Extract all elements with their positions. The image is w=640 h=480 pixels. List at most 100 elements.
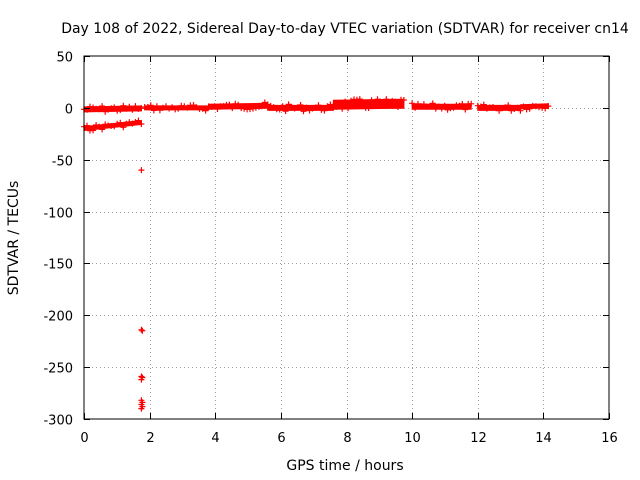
data-point bbox=[252, 104, 259, 111]
data-point bbox=[138, 167, 145, 174]
data-point bbox=[117, 106, 124, 113]
data-point bbox=[426, 103, 433, 110]
data-point bbox=[232, 100, 239, 107]
data-point bbox=[462, 106, 469, 113]
y-tick-label: 50 bbox=[56, 51, 73, 66]
data-band bbox=[81, 102, 145, 115]
data-point bbox=[345, 105, 352, 112]
x-tick-label: 2 bbox=[146, 431, 154, 446]
data-point bbox=[135, 117, 142, 124]
data-point bbox=[300, 108, 307, 115]
data-point bbox=[545, 103, 552, 110]
data-point bbox=[505, 102, 512, 109]
data-point bbox=[520, 103, 527, 110]
data-point bbox=[282, 108, 289, 115]
data-point bbox=[120, 102, 127, 109]
data-point bbox=[150, 107, 157, 114]
data-point bbox=[117, 119, 124, 126]
data-point bbox=[202, 107, 209, 114]
data-point bbox=[459, 100, 466, 107]
data-point bbox=[114, 107, 121, 114]
data-point bbox=[139, 327, 146, 334]
data-series-sdtvar bbox=[81, 96, 552, 412]
data-point bbox=[163, 103, 169, 110]
data-point bbox=[493, 105, 499, 112]
data-point bbox=[542, 105, 549, 112]
data-point bbox=[279, 103, 286, 110]
data-point bbox=[353, 96, 360, 103]
data-point bbox=[532, 103, 539, 110]
data-point bbox=[309, 105, 316, 112]
data-point bbox=[526, 105, 533, 112]
data-point bbox=[229, 105, 236, 112]
data-point bbox=[539, 104, 546, 111]
data-point bbox=[99, 103, 106, 110]
plot-frame bbox=[83, 55, 610, 420]
y-axis-title: SDTVAR / TECUs bbox=[6, 181, 22, 296]
data-point bbox=[450, 104, 457, 111]
data-point bbox=[264, 103, 271, 110]
data-point bbox=[114, 120, 121, 127]
x-tick-label: 12 bbox=[470, 431, 487, 446]
data-point bbox=[138, 405, 145, 412]
data-point bbox=[181, 103, 188, 110]
data-point bbox=[480, 101, 487, 108]
data-point bbox=[120, 124, 127, 131]
y-tick-label: -100 bbox=[43, 207, 73, 222]
data-point bbox=[156, 107, 163, 114]
data-point bbox=[371, 101, 378, 108]
data-point bbox=[90, 104, 97, 111]
data-point bbox=[220, 103, 227, 110]
data-point bbox=[211, 103, 218, 110]
data-point bbox=[160, 104, 166, 111]
data-point bbox=[499, 105, 506, 112]
data-point bbox=[383, 96, 390, 103]
data-point bbox=[96, 106, 103, 113]
data-point bbox=[441, 102, 448, 109]
data-point bbox=[84, 106, 90, 113]
data-point bbox=[226, 101, 233, 108]
data-band bbox=[517, 102, 552, 113]
data-point bbox=[153, 103, 160, 110]
data-band bbox=[409, 100, 475, 113]
x-tick-label: 4 bbox=[211, 431, 219, 446]
y-tick-label: -150 bbox=[43, 258, 73, 273]
data-point bbox=[96, 123, 103, 130]
data-point bbox=[99, 126, 106, 133]
data-point bbox=[438, 105, 445, 112]
chart-title: Day 108 of 2022, Sidereal Day-to-day VTE… bbox=[61, 21, 629, 37]
data-point bbox=[380, 100, 387, 107]
data-point bbox=[474, 102, 481, 109]
data-point bbox=[258, 103, 265, 110]
data-point bbox=[339, 105, 346, 112]
data-point bbox=[315, 102, 322, 109]
data-point bbox=[132, 103, 139, 110]
data-point bbox=[400, 97, 407, 103]
data-point bbox=[169, 104, 176, 111]
x-tick-label: 16 bbox=[601, 431, 618, 446]
data-point bbox=[389, 97, 396, 104]
grid-lines bbox=[84, 56, 609, 419]
data-point bbox=[291, 105, 298, 112]
data-point bbox=[517, 104, 524, 111]
y-tick-label: -50 bbox=[52, 155, 73, 170]
y-tick-label: -200 bbox=[43, 310, 73, 325]
data-point bbox=[267, 102, 274, 109]
data-point bbox=[359, 101, 366, 108]
data-point bbox=[429, 100, 436, 107]
data-point bbox=[511, 106, 518, 112]
x-tick-label: 8 bbox=[343, 431, 351, 446]
data-point bbox=[108, 105, 115, 112]
data-point bbox=[318, 106, 325, 113]
data-point bbox=[276, 106, 283, 113]
y-tick-label: 0 bbox=[65, 103, 73, 118]
data-point bbox=[356, 96, 363, 103]
data-band bbox=[141, 102, 212, 114]
data-point bbox=[468, 100, 475, 107]
x-tick-label: 0 bbox=[80, 431, 88, 446]
data-point bbox=[365, 105, 372, 111]
x-tick-label: 6 bbox=[277, 431, 285, 446]
data-point bbox=[368, 97, 375, 104]
data-point bbox=[297, 102, 304, 108]
